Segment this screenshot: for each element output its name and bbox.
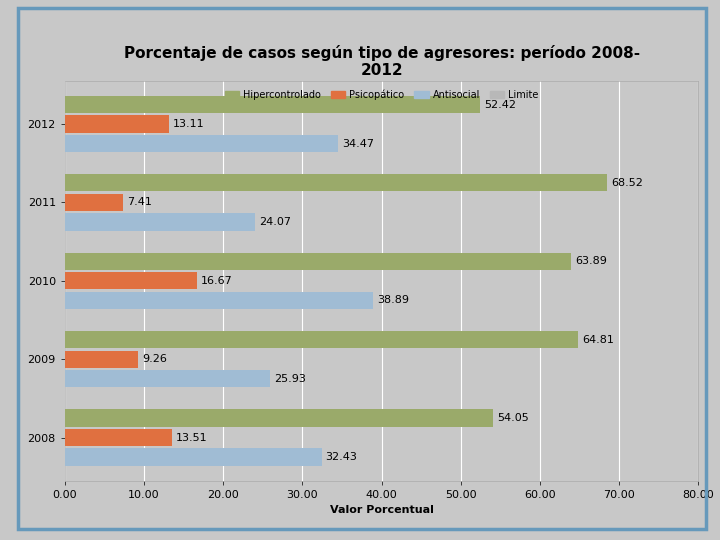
Text: 7.41: 7.41 — [127, 198, 153, 207]
Text: 13.51: 13.51 — [176, 433, 207, 442]
Text: 13.11: 13.11 — [173, 119, 204, 129]
Text: 24.07: 24.07 — [259, 217, 292, 227]
Bar — [65, 331, 578, 348]
Bar — [65, 350, 138, 368]
Text: 68.52: 68.52 — [611, 178, 643, 188]
Bar — [65, 194, 124, 211]
Bar — [65, 135, 338, 152]
Bar — [65, 253, 571, 270]
Text: 32.43: 32.43 — [325, 452, 358, 462]
Title: Porcentaje de casos según tipo de agresores: período 2008-
2012: Porcentaje de casos según tipo de agreso… — [124, 45, 639, 78]
Text: 54.05: 54.05 — [497, 413, 528, 423]
Text: 38.89: 38.89 — [377, 295, 409, 306]
Text: 52.42: 52.42 — [484, 99, 516, 110]
Bar — [65, 429, 172, 446]
Bar — [65, 370, 270, 387]
Bar — [65, 409, 493, 427]
Bar — [65, 116, 168, 133]
Text: 16.67: 16.67 — [201, 276, 233, 286]
Text: 9.26: 9.26 — [142, 354, 167, 364]
Bar — [65, 213, 256, 231]
Bar — [65, 292, 373, 309]
Text: 34.47: 34.47 — [342, 139, 374, 148]
X-axis label: Valor Porcentual: Valor Porcentual — [330, 505, 433, 515]
Text: 63.89: 63.89 — [575, 256, 607, 266]
Text: 64.81: 64.81 — [582, 335, 614, 345]
Bar — [65, 272, 197, 289]
Text: 25.93: 25.93 — [274, 374, 306, 384]
Legend: Hipercontrolado, Psicopático, Antisocial, Limite: Hipercontrolado, Psicopático, Antisocial… — [221, 86, 542, 104]
Bar — [65, 174, 608, 192]
Bar — [65, 449, 322, 465]
Bar — [65, 96, 480, 113]
